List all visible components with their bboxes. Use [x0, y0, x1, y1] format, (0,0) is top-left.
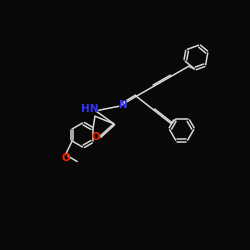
- Text: O: O: [62, 153, 70, 163]
- Text: HN: HN: [80, 104, 98, 115]
- Text: O: O: [91, 132, 100, 142]
- Text: N: N: [119, 100, 128, 110]
